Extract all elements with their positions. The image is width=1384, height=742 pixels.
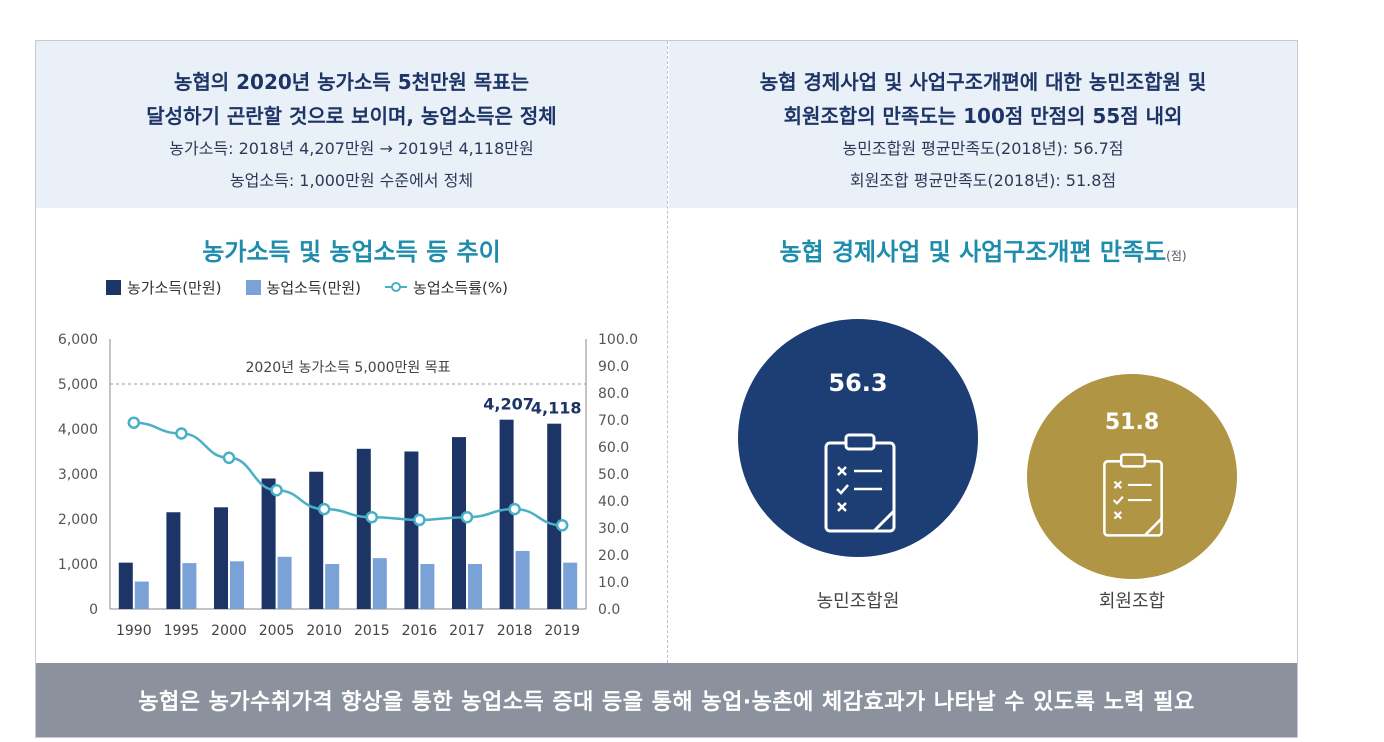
left-sub-line1: 농가소득: 2018년 4,207만원 → 2019년 4,118만원	[169, 139, 534, 158]
infographic-card: 농협의 2020년 농가소득 5천만원 목표는 달성하기 곤란할 것으로 보이며…	[35, 40, 1298, 738]
income-ratio-line	[133, 421, 563, 527]
income-ratio-point	[413, 513, 426, 527]
left-summary-panel: 농협의 2020년 농가소득 5천만원 목표는 달성하기 곤란할 것으로 보이며…	[36, 41, 667, 208]
satisfaction-unit: (점)	[1166, 249, 1187, 263]
right-sub-line2: 회원조합 평균만족도(2018년): 51.8점	[849, 171, 1117, 190]
agricultural-income-bar	[563, 562, 578, 609]
legend-item-income-ratio: 농업소득률(%)	[385, 277, 508, 298]
y2-tick-label: 60.0	[598, 440, 629, 456]
union-satisfaction-circle: 51.8	[1027, 374, 1237, 579]
agricultural-income-bar	[134, 581, 149, 609]
household-income-bar	[404, 451, 419, 609]
x-tick-label: 2005	[259, 623, 295, 639]
right-summary-panel: 농협 경제사업 및 사업구조개편에 대한 농민조합원 및 회원조합의 만족도는 …	[669, 41, 1297, 208]
right-sub-line1: 농민조합원 평균만족도(2018년): 56.7점	[842, 139, 1124, 158]
union-satisfaction-value: 51.8	[1104, 410, 1160, 435]
income-trend-chart: 0 1,000 2,000 3,000 4,000 5,000 6,000 0.0 10.0 20…	[58, 332, 638, 639]
household-income-bar	[166, 512, 181, 609]
target-reference-label: 2020년 농가소득 5,000만원 목표	[246, 360, 451, 376]
y2-tick-label: 10.0	[598, 575, 629, 591]
agricultural-income-bar	[277, 556, 292, 609]
household-income-bar	[452, 437, 466, 609]
conclusion-banner: 농협은 농가수취가격 향상을 통한 농업소득 증대 등을 통해 농업·농촌에 체…	[36, 663, 1297, 737]
legend-label-household-income: 농가소득(만원)	[127, 278, 222, 297]
y-tick-label: 1,000	[58, 557, 98, 573]
y2-tick-label: 40.0	[598, 494, 629, 510]
bar-data-label: 4,207	[483, 395, 534, 414]
legend-swatch-agricultural-income	[245, 279, 261, 295]
y2-tick-label: 100.0	[598, 332, 638, 348]
member-category-label: 농민조합원	[816, 591, 900, 612]
income-ratio-point	[270, 483, 283, 497]
household-income-bar	[547, 423, 562, 609]
legend-swatch-household-income	[106, 279, 121, 295]
y-tick-label: 5,000	[58, 377, 98, 393]
left-sub-line2: 농업소득: 1,000만원 수준에서 정체	[229, 171, 474, 190]
income-ratio-point	[460, 510, 474, 524]
income-ratio-point	[508, 502, 521, 516]
y-tick-label: 3,000	[58, 467, 98, 483]
y2-tick-label: 90.0	[598, 359, 629, 375]
agricultural-income-bar	[420, 564, 435, 609]
y-tick-label: 6,000	[58, 332, 98, 348]
income-ratio-point	[555, 519, 569, 532]
y2-tick-label: 70.0	[598, 413, 629, 429]
household-income-bar	[214, 507, 228, 609]
bar-data-label: 4,118	[531, 399, 582, 418]
panel-divider	[667, 41, 668, 663]
x-tick-label: 2017	[449, 623, 485, 639]
legend-label-income-ratio: 농업소득률(%)	[413, 278, 508, 297]
household-income-bar	[118, 562, 133, 609]
legend-label-agricultural-income: 농업소득(만원)	[266, 278, 362, 297]
left-headline-line2: 달성하기 곤란할 것으로 보이며, 농업소득은 정체	[146, 104, 557, 128]
household-income-bar	[356, 448, 371, 609]
member-satisfaction-circle: 56.3	[738, 319, 978, 557]
legend-item-household-income: 농가소득(만원)	[106, 277, 222, 298]
income-ratio-point	[317, 502, 331, 516]
satisfaction-title-text: 농협 경제사업 및 사업구조개편 만족도	[779, 238, 1167, 266]
agricultural-income-bar	[372, 558, 387, 609]
clipboard-checklist-icon	[1103, 453, 1163, 537]
y2-tick-label: 20.0	[598, 548, 629, 564]
member-satisfaction-value: 56.3	[828, 369, 888, 397]
satisfaction-chart-title: 농협 경제사업 및 사업구조개편 만족도(점)	[669, 232, 1297, 267]
agricultural-income-bar	[468, 564, 482, 609]
x-tick-label: 2000	[211, 623, 247, 639]
income-ratio-point	[175, 427, 188, 440]
x-tick-label: 2010	[306, 623, 342, 639]
union-category-label: 회원조합	[1098, 591, 1166, 612]
y2-tick-label: 0.0	[598, 602, 620, 618]
income-ratio-point	[365, 510, 379, 524]
clipboard-checklist-icon	[824, 433, 896, 533]
chart-legend: 농가소득(만원) 농업소득(만원) 농업소득률(%)	[106, 277, 526, 297]
household-income-bar	[499, 419, 514, 609]
x-tick-label: 2015	[354, 623, 390, 639]
agricultural-income-bar	[325, 564, 340, 609]
left-headline-line1: 농협의 2020년 농가소득 5천만원 목표는	[173, 70, 530, 94]
x-tick-label: 2018	[497, 623, 533, 639]
income-ratio-point	[127, 416, 141, 429]
y-tick-label: 4,000	[58, 422, 98, 438]
x-tick-label: 1990	[116, 623, 152, 639]
y2-tick-label: 30.0	[598, 521, 629, 537]
y2-tick-label: 80.0	[598, 386, 629, 402]
y2-tick-label: 50.0	[598, 467, 629, 483]
income-ratio-point	[222, 451, 236, 465]
y-tick-label: 0	[89, 602, 98, 618]
y-tick-label: 2,000	[58, 512, 98, 528]
agricultural-income-bar	[515, 550, 530, 609]
legend-item-agricultural-income: 농업소득(만원)	[245, 277, 362, 298]
right-headline-line1: 농협 경제사업 및 사업구조개편에 대한 농민조합원 및	[759, 70, 1207, 94]
household-income-bar	[261, 478, 276, 609]
right-headline-line2: 회원조합의 만족도는 100점 만점의 55점 내외	[783, 104, 1183, 128]
agricultural-income-bar	[182, 563, 197, 609]
household-income-bar	[309, 471, 324, 609]
legend-line-marker-icon	[385, 282, 408, 292]
income-chart-title: 농가소득 및 농업소득 등 추이	[202, 238, 501, 266]
x-tick-label: 2016	[402, 623, 438, 639]
x-tick-label: 1995	[164, 623, 200, 639]
x-tick-label: 2019	[544, 623, 580, 639]
agricultural-income-bar	[230, 561, 244, 609]
